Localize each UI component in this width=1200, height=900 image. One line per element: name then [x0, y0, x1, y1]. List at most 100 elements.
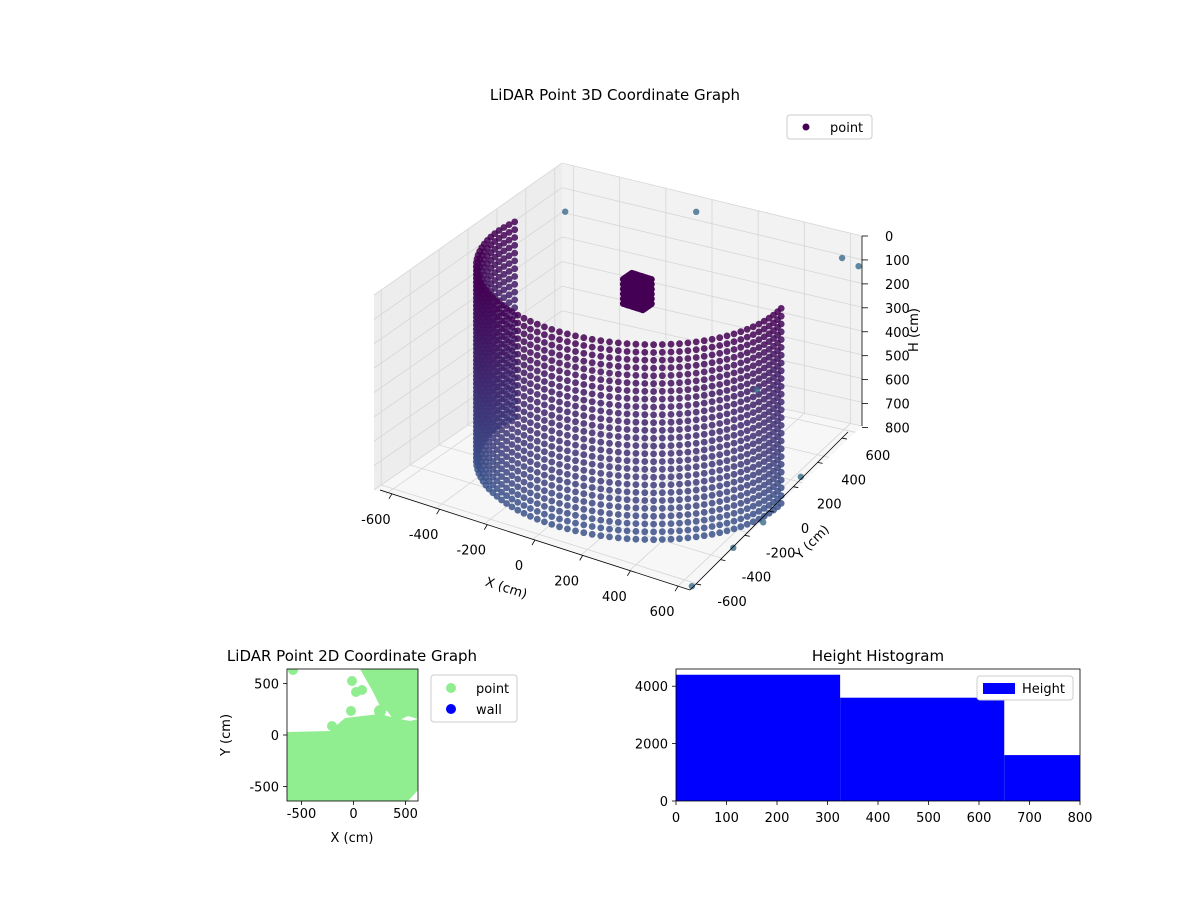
point-marker	[514, 491, 522, 498]
point-marker	[614, 456, 622, 464]
chart-2d-title: LiDAR Point 2D Coordinate Graph	[227, 647, 477, 665]
x-tick-mark	[627, 570, 631, 576]
point-marker	[588, 460, 596, 468]
point-marker	[658, 458, 666, 465]
point-marker	[614, 362, 622, 370]
point-marker	[556, 437, 563, 445]
point-marker	[749, 378, 757, 385]
y-tick-mark	[841, 437, 848, 440]
point-marker	[503, 484, 510, 492]
point-marker	[493, 376, 501, 383]
point-marker	[749, 495, 757, 502]
point-marker	[498, 395, 505, 402]
point-marker	[520, 377, 528, 385]
point-marker	[580, 498, 588, 505]
point-marker	[493, 305, 501, 313]
histogram-bar	[840, 697, 1005, 801]
point-marker	[723, 480, 731, 488]
point-marker	[684, 339, 692, 347]
point-marker	[708, 445, 716, 452]
point-marker	[572, 418, 579, 426]
point-marker	[777, 320, 785, 328]
point-marker	[749, 401, 757, 409]
point-marker	[684, 456, 692, 464]
point-marker	[730, 400, 738, 408]
point-marker	[533, 422, 541, 429]
point-marker	[548, 372, 556, 380]
point-marker	[777, 344, 785, 351]
point-marker	[527, 427, 534, 434]
point-marker	[511, 249, 519, 257]
point-marker	[623, 519, 631, 527]
point-marker	[564, 509, 571, 517]
point-marker	[505, 283, 513, 291]
point-marker	[623, 504, 631, 511]
point-marker	[548, 365, 556, 372]
point-marker	[614, 433, 622, 440]
point-marker	[505, 229, 513, 236]
point-marker	[533, 492, 541, 500]
point-marker	[606, 471, 613, 478]
point-marker	[588, 515, 596, 523]
point-marker	[606, 346, 613, 354]
y-tick-mark	[793, 486, 799, 489]
point-marker	[723, 511, 731, 519]
point-marker	[641, 528, 649, 536]
point-marker	[533, 515, 541, 523]
point-marker	[564, 424, 571, 431]
point-marker	[667, 348, 675, 356]
point-marker	[737, 382, 745, 390]
point-marker	[650, 536, 657, 544]
point-marker	[505, 252, 513, 260]
point-marker	[556, 359, 563, 367]
point-marker	[749, 448, 757, 455]
point-dot	[357, 685, 367, 695]
point-marker	[676, 457, 683, 465]
point-marker	[723, 387, 731, 394]
point-marker	[541, 323, 548, 331]
point-marker	[749, 463, 757, 471]
point-marker	[588, 382, 596, 390]
point-marker	[650, 341, 657, 349]
point-marker	[520, 470, 528, 478]
point-marker	[493, 438, 501, 446]
point-marker	[777, 500, 785, 507]
point-marker	[755, 367, 763, 375]
point-marker	[684, 425, 692, 433]
point-marker	[737, 515, 745, 523]
point-marker	[520, 408, 528, 416]
point-marker	[723, 410, 731, 418]
point-marker	[623, 480, 631, 488]
point-marker	[692, 517, 700, 525]
point-marker	[548, 333, 556, 341]
x-tick-label: -600	[361, 513, 391, 528]
point-marker	[641, 364, 649, 372]
point-marker	[692, 361, 700, 369]
point-marker	[564, 392, 571, 400]
point-marker	[505, 236, 513, 244]
point-marker	[541, 432, 548, 440]
point-marker	[708, 335, 716, 343]
legend-3d-box	[786, 114, 873, 140]
point-marker	[730, 455, 738, 463]
point-marker	[503, 367, 510, 375]
y-tick-label: -200	[766, 546, 796, 561]
point-marker	[606, 463, 613, 471]
point-marker	[503, 359, 510, 367]
point-marker	[520, 330, 528, 338]
point-marker	[597, 391, 605, 399]
point-marker	[597, 469, 605, 477]
point-marker	[730, 361, 738, 369]
point-marker	[667, 387, 675, 395]
point-marker	[503, 344, 510, 351]
point-marker	[548, 427, 556, 435]
point-marker	[572, 511, 579, 519]
point-marker	[511, 265, 519, 273]
point-marker	[520, 424, 528, 431]
point-marker	[572, 465, 579, 472]
point-marker	[716, 388, 724, 396]
point-marker	[508, 417, 516, 425]
point-marker	[508, 409, 516, 417]
point-marker	[520, 455, 528, 463]
point-marker	[503, 500, 510, 507]
